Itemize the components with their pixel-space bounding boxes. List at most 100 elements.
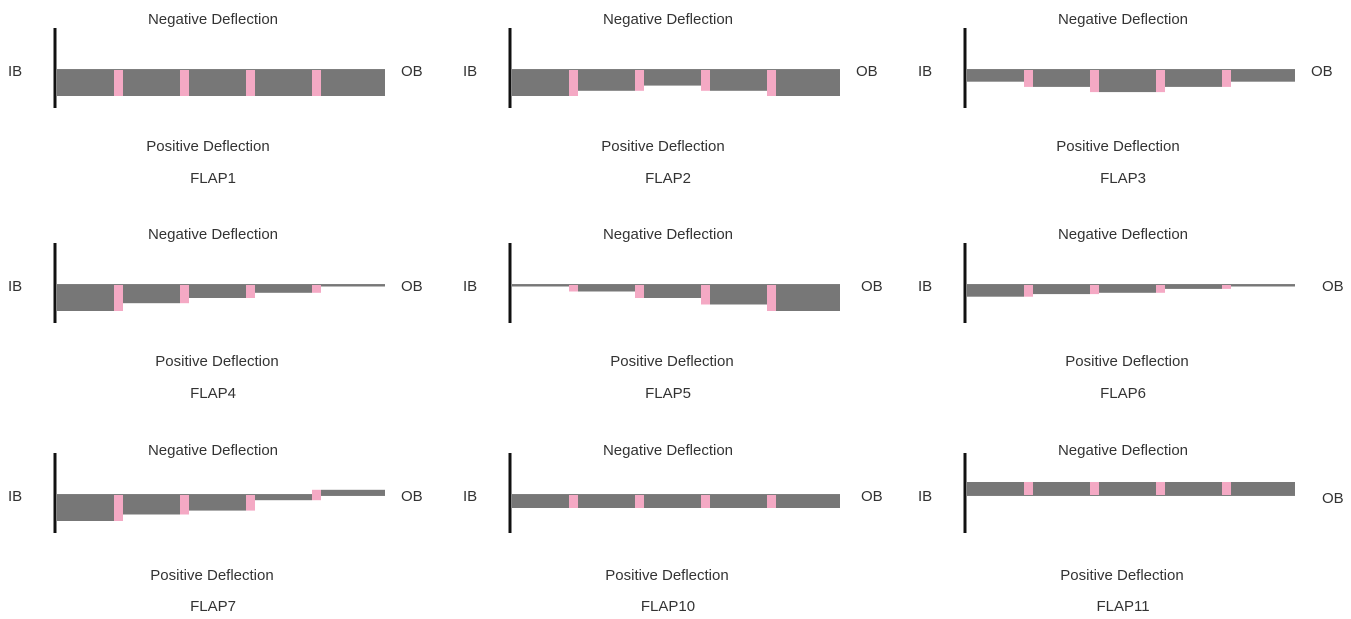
flap-panel-5 <box>1231 482 1295 495</box>
flap-panel-3 <box>1099 70 1156 93</box>
flap-title: FLAP11 <box>1096 598 1149 615</box>
negative-deflection-label: Negative Deflection <box>1058 442 1188 459</box>
flap-panel-5 <box>1231 70 1295 82</box>
flap-panel-3 <box>189 70 246 96</box>
hinge-gap-4 <box>312 285 321 293</box>
hinge-gap-1 <box>114 495 123 521</box>
flap-panel-5 <box>321 285 385 287</box>
flap-panel-1 <box>967 70 1024 82</box>
flap-title: FLAP1 <box>190 170 236 187</box>
flap-shape <box>53 28 385 108</box>
ib-label: IB <box>918 488 932 505</box>
flap-panel-3 <box>644 70 701 86</box>
flap-panel-4 <box>255 70 312 96</box>
negative-deflection-label: Negative Deflection <box>1058 11 1188 28</box>
flap-panel-2 <box>578 495 635 508</box>
hinge-gap-1 <box>1024 285 1033 297</box>
flap-panel-4 <box>710 70 767 91</box>
flap-panel-1 <box>512 285 569 287</box>
negative-deflection-label: Negative Deflection <box>148 226 278 243</box>
flap-panel-3: Negative Deflection IB OB Positive Defle… <box>918 11 1333 187</box>
flap-title: FLAP7 <box>190 598 236 615</box>
flap-panel-3 <box>1099 482 1156 495</box>
ib-label: IB <box>918 278 932 295</box>
hinge-gap-4 <box>312 70 321 96</box>
hinge-gap-4 <box>767 70 776 96</box>
flap-panel-9: Negative Deflection IB OB Positive Defle… <box>918 442 1344 615</box>
positive-deflection-label: Positive Deflection <box>601 138 724 155</box>
flap-shape <box>508 28 840 108</box>
hinge-gap-1 <box>114 285 123 311</box>
flap-panel-4: Negative Deflection IB OB Positive Defle… <box>8 226 423 402</box>
ob-label: OB <box>856 63 878 80</box>
positive-deflection-label: Positive Deflection <box>1056 138 1179 155</box>
ob-label: OB <box>861 488 883 505</box>
hinge-gap-3 <box>1156 70 1165 93</box>
positive-deflection-label: Positive Deflection <box>146 138 269 155</box>
hinge-gap-3 <box>701 495 710 508</box>
flap-panel-4 <box>1165 285 1222 289</box>
negative-deflection-label: Negative Deflection <box>603 11 733 28</box>
flap-panel-1 <box>57 70 114 96</box>
flap-panel-2 <box>123 70 180 96</box>
hinge-gap-4 <box>1222 482 1231 495</box>
hinge-gap-2 <box>635 495 644 508</box>
ib-label: IB <box>8 488 22 505</box>
hinge-gap-2 <box>1090 482 1099 495</box>
flap-panel-1 <box>57 495 114 521</box>
hinge-gap-2 <box>635 285 644 298</box>
flap-panel-1: Negative Deflection IB OB Positive Defle… <box>8 11 423 187</box>
flap-shape <box>963 243 1295 323</box>
ib-label: IB <box>463 488 477 505</box>
flap-panel-5 <box>321 489 385 495</box>
flap-panel-5 <box>776 285 840 311</box>
hinge-gap-4 <box>312 489 321 501</box>
ob-label: OB <box>401 488 423 505</box>
ib-label: IB <box>463 63 477 80</box>
hinge-gap-3 <box>246 495 255 511</box>
flap-panel-4 <box>1165 70 1222 87</box>
ob-label: OB <box>861 278 883 295</box>
hinge-gap-2 <box>180 285 189 304</box>
flap-panel-2 <box>578 285 635 292</box>
flap-panel-1 <box>967 482 1024 495</box>
positive-deflection-label: Positive Deflection <box>605 567 728 584</box>
flap-panel-5 <box>1231 285 1295 287</box>
hinge-gap-2 <box>180 70 189 96</box>
flap-panel-6: Negative Deflection IB OB Positive Defle… <box>918 226 1344 402</box>
hinge-gap-4 <box>1222 70 1231 87</box>
hinge-gap-1 <box>569 285 578 292</box>
negative-deflection-label: Negative Deflection <box>603 442 733 459</box>
hinge-gap-4 <box>1222 285 1231 289</box>
ob-label: OB <box>401 278 423 295</box>
flap-panel-3 <box>644 285 701 298</box>
flap-panel-1 <box>512 495 569 508</box>
flap-shape <box>508 453 840 533</box>
flap-panel-3 <box>189 285 246 298</box>
flap-shape <box>53 453 385 533</box>
flap-panel-4 <box>255 495 312 501</box>
flap-shape <box>53 243 385 323</box>
hinge-gap-3 <box>1156 482 1165 495</box>
flap-panel-1 <box>512 70 569 96</box>
flap-panel-5 <box>776 70 840 96</box>
positive-deflection-label: Positive Deflection <box>155 353 278 370</box>
flap-panel-8: Negative Deflection IB OB Positive Defle… <box>463 442 883 615</box>
hinge-gap-1 <box>1024 482 1033 495</box>
flap-title: FLAP10 <box>641 598 695 615</box>
flap-panel-3 <box>644 495 701 508</box>
hinge-gap-3 <box>701 285 710 305</box>
hinge-gap-1 <box>569 495 578 508</box>
hinge-gap-3 <box>246 285 255 298</box>
ib-label: IB <box>918 63 932 80</box>
ib-label: IB <box>463 278 477 295</box>
hinge-gap-1 <box>114 70 123 96</box>
flap-panel-1 <box>967 285 1024 297</box>
flap-panel-7: Negative Deflection IB OB Positive Defle… <box>8 442 423 615</box>
hinge-gap-1 <box>1024 70 1033 87</box>
ob-label: OB <box>401 63 423 80</box>
ob-label: OB <box>1322 278 1344 295</box>
flap-panel-4 <box>710 285 767 305</box>
hinge-gap-1 <box>569 70 578 96</box>
